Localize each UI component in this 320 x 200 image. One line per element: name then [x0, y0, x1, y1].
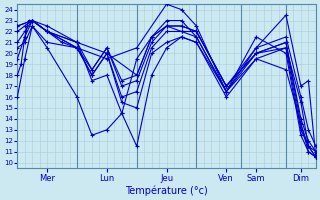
X-axis label: Température (°c): Température (°c): [125, 185, 208, 196]
